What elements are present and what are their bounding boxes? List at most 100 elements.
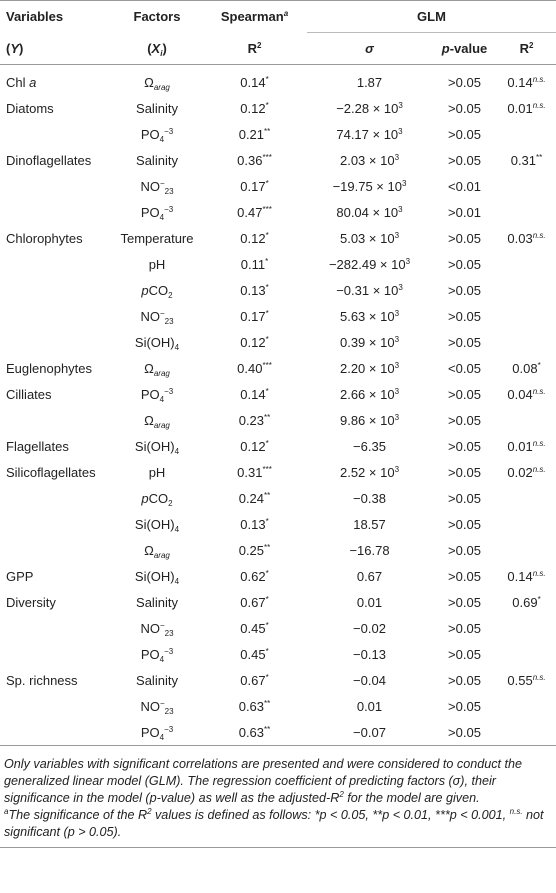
text: −0.38 (353, 490, 386, 506)
supscript: * (265, 516, 269, 526)
table-cell: 0.04n.s. (497, 381, 556, 407)
text: >0.05 (448, 698, 481, 714)
supscript: *** (262, 204, 272, 214)
supscript: 3 (394, 334, 400, 344)
text: −0.13 (353, 646, 386, 662)
table-cell: >0.05 (432, 693, 497, 719)
table-cell: 80.04 × 103 (307, 199, 432, 225)
header-cell: R2 (497, 32, 556, 65)
table-cell (497, 407, 556, 433)
supscript: n.s. (532, 100, 546, 110)
table-cell (0, 693, 112, 719)
text: The significance of the R (8, 808, 148, 822)
supscript: ** (264, 412, 271, 422)
supscript: a (4, 807, 9, 816)
text: 0.12 (240, 100, 266, 116)
text: 0.31 (510, 152, 537, 168)
header-cell: σ (307, 32, 432, 65)
text: >0.05 (448, 438, 481, 454)
text: >0.05 (448, 386, 481, 402)
italic-text: a (29, 74, 37, 90)
supscript: * (265, 282, 269, 292)
text: R (247, 40, 257, 56)
table-cell: NO−23 (112, 615, 202, 641)
table-row: Sp. richness Salinity 0.67* −0.04 >0.05 0.55n… (0, 667, 556, 693)
text: Temperature (120, 230, 194, 246)
text: >0.05 (448, 490, 481, 506)
table-cell: Chl a (0, 65, 112, 96)
table-cell: Ωarag (112, 407, 202, 433)
text: 0.69 (512, 594, 538, 610)
table-cell: Si(OH)4 (112, 563, 202, 589)
table-cell: 0.39 × 103 (307, 329, 432, 355)
text: 0.03 (507, 230, 533, 246)
table-cell: 0.08* (497, 355, 556, 381)
text: 0.25 (238, 542, 265, 558)
table-cell: Diatoms (0, 95, 112, 121)
table-cell: 0.17* (202, 173, 307, 199)
table-cell (497, 173, 556, 199)
subscript: 4 (174, 524, 180, 534)
subscript: arag (153, 82, 170, 92)
text: >0.05 (448, 620, 481, 636)
table-row: Si(OH)4 0.12* 0.39 × 103 >0.05 (0, 329, 556, 355)
table-cell: >0.05 (432, 225, 497, 251)
table-row: PO4−3 0.21** 74.17 × 103 >0.05 (0, 121, 556, 147)
table-cell: Silicoflagellates (0, 459, 112, 485)
text: >0.05 (448, 74, 481, 90)
supscript: * (265, 438, 269, 448)
text: Si(OH) (134, 516, 175, 532)
text: 0.39 × 10 (339, 334, 395, 350)
text: 18.57 (353, 516, 386, 532)
table-cell: >0.05 (432, 563, 497, 589)
supscript: 3 (398, 282, 403, 292)
table-row: PO4−3 0.45* −0.13 >0.05 (0, 641, 556, 667)
table-cell: Euglenophytes (0, 355, 112, 381)
text: 2.03 × 10 (339, 152, 395, 168)
italic-text: σ (365, 41, 374, 56)
text: >0.05 (448, 334, 481, 350)
table-cell: Flagellates (0, 433, 112, 459)
text: PO (140, 724, 160, 740)
text: Dinoflagellates (6, 152, 92, 168)
supscript: * (265, 568, 269, 578)
supscript: − (159, 178, 165, 188)
table-cell (497, 719, 556, 746)
table-cell: >0.05 (432, 459, 497, 485)
header-cell: (Xi) (112, 32, 202, 65)
header-cell: p-value (432, 32, 497, 65)
table-cell: >0.05 (432, 277, 497, 303)
table-cell (497, 329, 556, 355)
table-row: NO−23 0.63** 0.01 >0.05 (0, 693, 556, 719)
text: Si(OH) (134, 438, 175, 454)
table-row: Chlorophytes Temperature 0.12* 5.03 × 103 >0… (0, 225, 556, 251)
table-cell: 0.12* (202, 95, 307, 121)
table-cell: 74.17 × 103 (307, 121, 432, 147)
footnote: aThe significance of the R2 values is de… (4, 807, 552, 841)
table-row: NO−23 0.45* −0.02 >0.05 (0, 615, 556, 641)
text: Variables (6, 9, 64, 25)
table-cell: 0.01 (307, 693, 432, 719)
supscript: 3 (394, 152, 400, 162)
supscript: n.s. (532, 386, 546, 396)
table-cell: pH (112, 459, 202, 485)
table-row: Chl a Ωarag 0.14* 1.87 >0.05 0.14n.s. (0, 65, 556, 96)
text: >0.05 (448, 256, 481, 272)
text: <0.01 (448, 178, 481, 194)
text: PO (140, 126, 160, 142)
text: <0.05 (448, 360, 481, 376)
text: ) (162, 40, 167, 56)
text: 0.47 (237, 204, 263, 220)
text: 0.11 (240, 256, 266, 272)
italic-text: X (151, 40, 161, 56)
header-row: Variables Factors Spearmana GLM (0, 0, 556, 33)
table-cell: 0.45* (202, 641, 307, 667)
text: 0.01 (356, 698, 383, 714)
table-cell: 0.12* (202, 225, 307, 251)
subscript: 23 (164, 316, 174, 326)
text: −0.31 × 10 (336, 282, 399, 298)
table-row: Flagellates Si(OH)4 0.12* −6.35 >0.05 0.01n.s… (0, 433, 556, 459)
table-cell: >0.05 (432, 121, 497, 147)
text: 0.01 (507, 438, 533, 454)
text: 0.67 (240, 594, 266, 610)
